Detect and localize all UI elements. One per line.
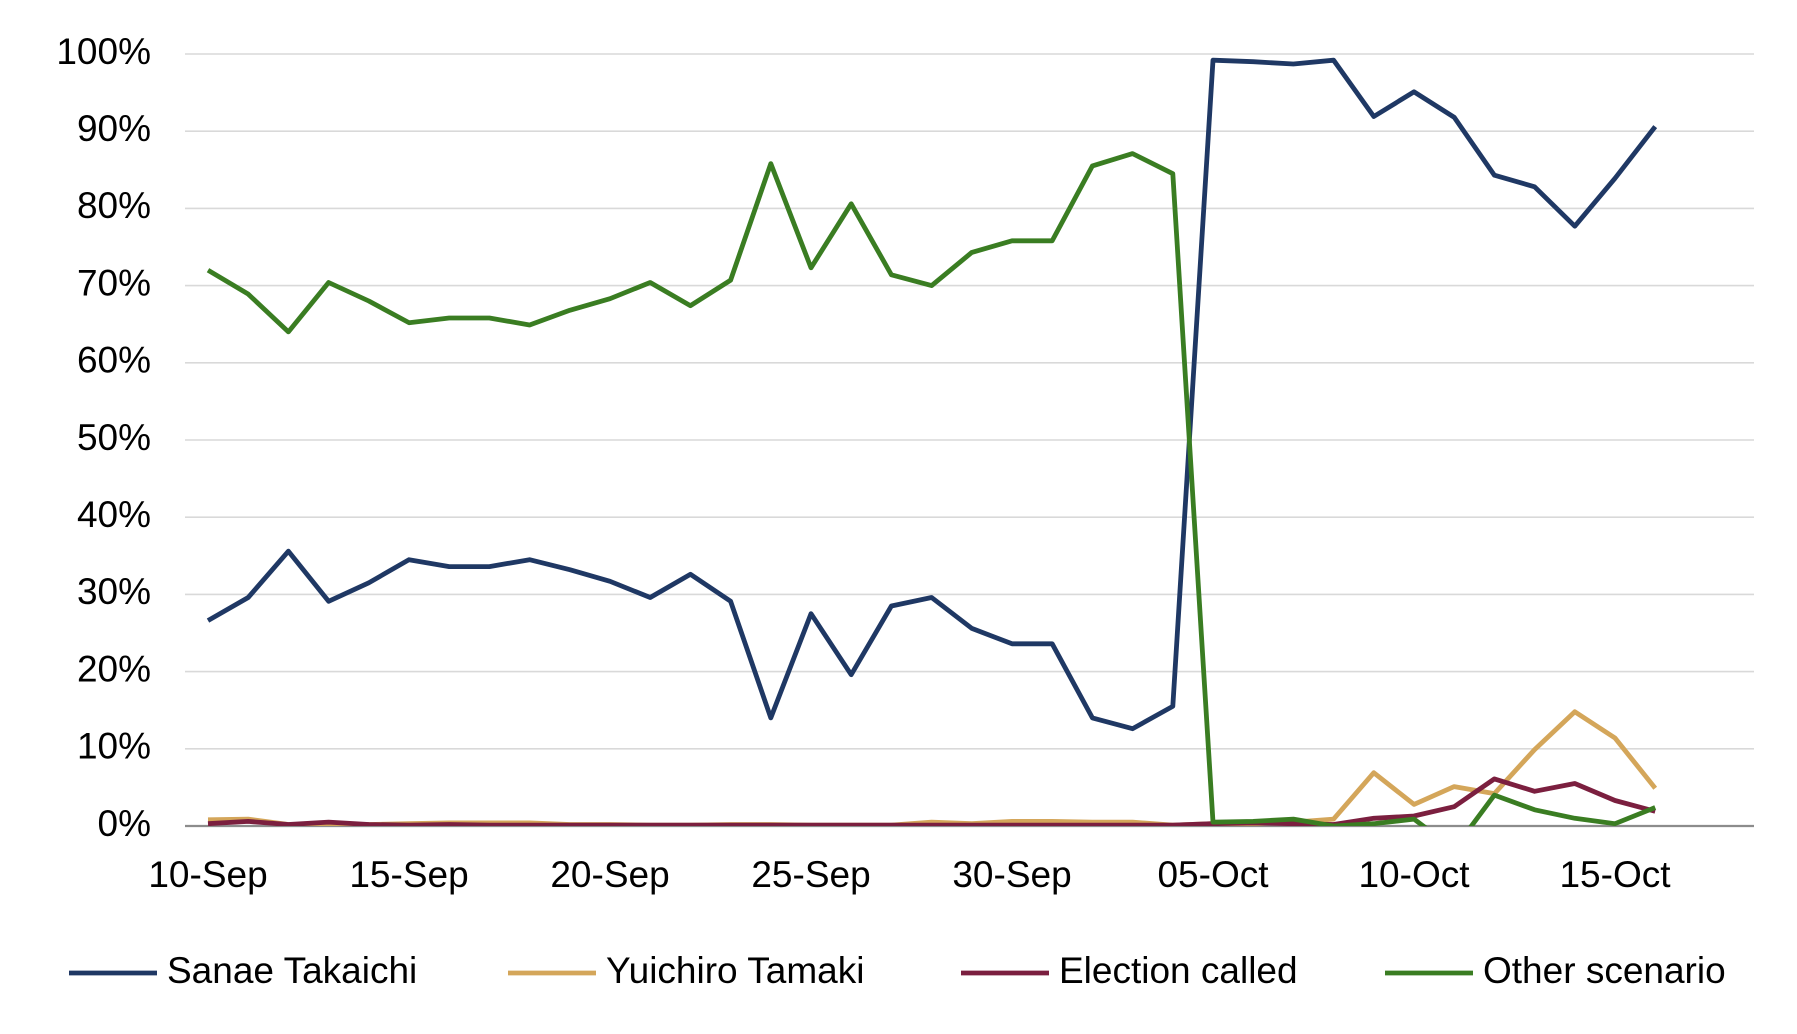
x-tick-label: 20-Sep [550,854,669,895]
legend-label: Sanae Takaichi [167,950,417,991]
x-tick-label: 10-Oct [1358,854,1470,895]
x-tick-label: 25-Sep [751,854,870,895]
x-tick-label: 15-Oct [1559,854,1671,895]
y-tick-label: 10% [77,726,151,767]
y-tick-label: 80% [77,185,151,226]
labels: 0% 10% 20% 30% 40% 50% 60% 70% 80% 90% 100% 10-Sep 1… [56,31,1725,991]
legend-label: Yuichiro Tamaki [606,950,864,991]
y-tick-label: 60% [77,340,151,381]
series-line [206,57,1658,732]
y-tick-label: 20% [77,648,151,689]
y-tick-label: 40% [77,494,151,535]
grid [185,53,1754,828]
legend-label: Election called [1059,950,1298,991]
y-tick-label: 30% [77,571,151,612]
x-tick-label: 30-Sep [952,854,1071,895]
x-tick-label: 05-Oct [1157,854,1269,895]
x-tick-label: 15-Sep [349,854,468,895]
y-tick-label: 0% [98,803,151,844]
legend-label: Other scenario [1483,950,1726,991]
y-tick-label: 50% [77,417,151,458]
y-tick-label: 90% [77,108,151,149]
series-line [207,776,1656,826]
series-line [206,151,1657,826]
y-tick-label: 70% [77,262,151,303]
y-tick-label: 100% [56,31,151,72]
x-tick-label: 10-Sep [148,854,267,895]
plot-area [206,57,1658,826]
